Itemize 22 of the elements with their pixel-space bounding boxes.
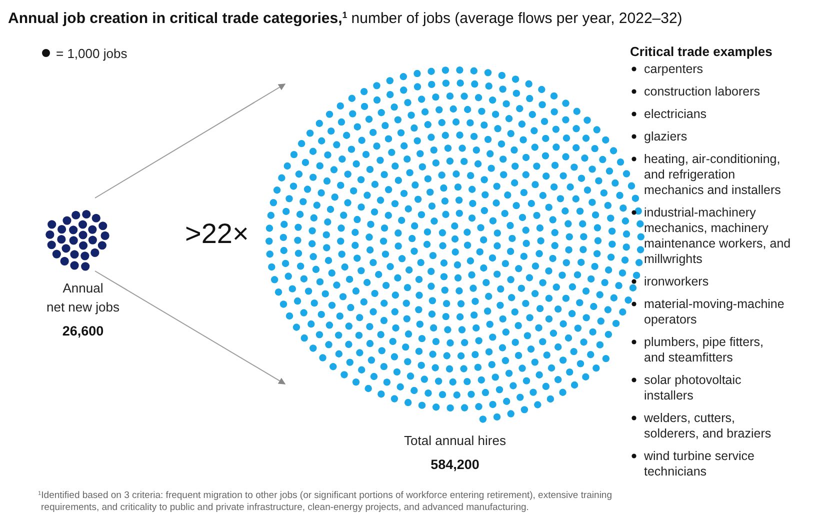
text: wind turbine service technicians [643, 449, 755, 478]
text: number of jobs (average flows per year, 2022–32) [351, 10, 682, 27]
data-label: 584,200 [430, 457, 480, 472]
text: >22× [185, 218, 249, 249]
legend-title: Critical trade examples [630, 44, 772, 59]
data-label: 26,600 [62, 323, 104, 338]
text: construction laborers [644, 84, 760, 98]
text: Annual job creation in critical trade categories,$^{1}$ [8, 10, 348, 27]
text: solar photovoltaic installers [644, 373, 742, 402]
text: = 1,000 jobs [56, 46, 128, 61]
text: carpenters [644, 62, 704, 76]
text: material-moving-machine operators [644, 297, 784, 326]
text: ironworkers [644, 274, 709, 288]
text: welders, cutters, solderers, and braziers [643, 411, 772, 440]
text: plumbers, pipe fitters, and steamfitters [644, 335, 764, 364]
category-label: Total annual hires [404, 433, 506, 448]
text: industrial-machinery mechanics, machinery maintenance workers, and millwrights [644, 206, 791, 266]
text: $^{1}$Identified based on 3 criteria: frequent migration to other jobs (or significant portions of workforce entering retirement), extensive training requirements, and criticality to public and private infrastructure, clean-energy projects, and advanced manufacturing. [38, 490, 612, 513]
category-label: Annual net new jobs [46, 280, 120, 314]
text: heating, air-conditioning, and refrigeration mechanics and installers [644, 152, 781, 197]
text: electricians [644, 107, 707, 121]
text: glaziers [644, 130, 688, 144]
